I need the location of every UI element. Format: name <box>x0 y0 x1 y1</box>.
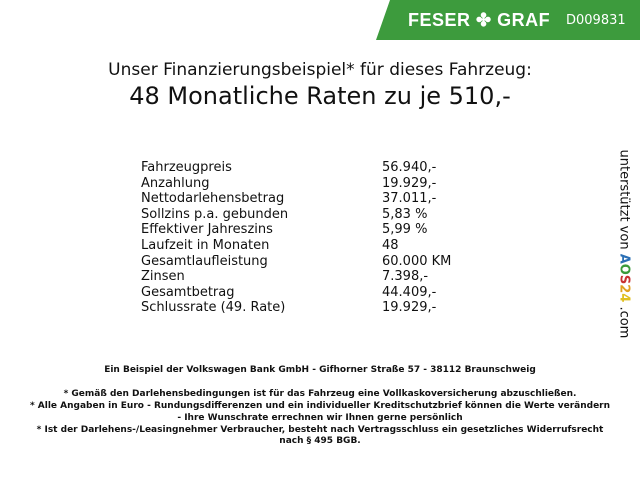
brand-logo: FESER ✤ GRAF <box>408 10 551 30</box>
table-row: Nettodarlehensbetrag 37.011,- <box>141 191 461 207</box>
row-label: Anzahlung <box>141 175 210 191</box>
footnote-1: * Gemäß den Darlehensbedingungen ist für… <box>63 389 577 399</box>
table-row: Zinsen 7.398,- <box>141 269 461 285</box>
row-value: 44.409,- <box>382 284 437 300</box>
table-row: Sollzins p.a. gebunden 5,83 % <box>141 207 461 223</box>
row-label: Effektiver Jahreszins <box>141 222 273 238</box>
table-row: Gesamtbetrag 44.409,- <box>141 285 461 301</box>
title: Unser Finanzierungsbeispiel* für dieses … <box>108 60 532 80</box>
row-value: 37.011,- <box>382 191 437 207</box>
footnote-2b: - Ihre Wunschrate errechnen wir Ihnen ge… <box>177 413 463 423</box>
aos24-logo: AOS24 <box>616 253 632 303</box>
row-label: Laufzeit in Monaten <box>141 237 270 253</box>
row-value: 56.940,- <box>382 160 437 175</box>
row-label: Gesamtlaufleistung <box>141 253 268 269</box>
row-value: 5,83 % <box>382 206 428 222</box>
footnote-3a: * Ist der Darlehens-/Leasingnehmer Verbr… <box>36 425 604 435</box>
table-row: Laufzeit in Monaten 48 <box>141 238 461 254</box>
header-banner <box>376 0 640 40</box>
table-row: Anzahlung 19.929,- <box>141 176 461 192</box>
row-value: 19.929,- <box>382 300 437 316</box>
financing-table: Fahrzeugpreis 56.940,- Anzahlung 19.929,- Ne… <box>141 160 461 316</box>
table-row: Gesamtlaufleistung 60.000 KM <box>141 254 461 270</box>
footnote-2a: * Alle Angaben in Euro - Rundungsdiffere… <box>29 401 611 411</box>
table-row: Schlussrate (49. Rate) 19.929,- <box>141 300 461 316</box>
row-label: Fahrzeugpreis <box>141 160 232 175</box>
row-label: Nettodarlehensbetrag <box>141 191 285 207</box>
clover-icon: ✤ <box>476 10 492 30</box>
aos24-credit: unterstützt von AOS24 .com <box>616 149 632 339</box>
row-label: Zinsen <box>141 269 185 285</box>
row-value: 5,99 % <box>382 222 428 238</box>
vehicle-code: D009831 <box>566 13 626 28</box>
row-label: Schlussrate (49. Rate) <box>141 300 286 316</box>
row-label: Sollzins p.a. gebunden <box>141 206 289 222</box>
table-row: Fahrzeugpreis 56.940,- <box>141 160 461 176</box>
row-value: 60.000 KM <box>382 253 452 269</box>
row-value: 48 <box>382 237 399 253</box>
bank-info: Ein Beispiel der Volkswagen Bank GmbH - … <box>104 365 536 375</box>
footnote-3b: nach § 495 BGB. <box>279 436 361 446</box>
rate-headline: 48 Monatliche Raten zu je 510,- <box>129 82 511 110</box>
table-row: Effektiver Jahreszins 5,99 % <box>141 222 461 238</box>
row-value: 7.398,- <box>382 269 429 285</box>
row-label: Gesamtbetrag <box>141 284 235 300</box>
row-value: 19.929,- <box>382 175 437 191</box>
